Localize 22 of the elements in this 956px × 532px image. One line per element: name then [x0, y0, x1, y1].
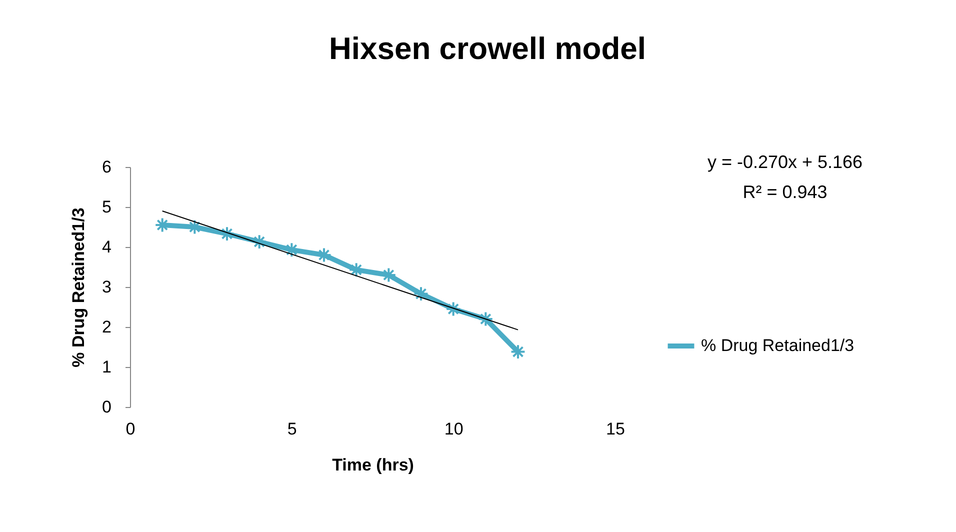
x-tick-label: 10	[444, 420, 464, 438]
y-tick-label: 0	[102, 398, 112, 416]
y-tick-label: 4	[102, 238, 112, 256]
point	[478, 311, 494, 327]
y-tick-label: 5	[102, 198, 112, 216]
x-tick-label: 15	[606, 420, 625, 438]
x-tick-label: 5	[287, 420, 297, 438]
x-tick-label: 0	[126, 420, 136, 438]
point	[252, 234, 268, 250]
point	[413, 286, 429, 302]
legend-label: % Drug Retained1/3	[701, 336, 854, 355]
text: R² = 0.943	[742, 182, 828, 202]
y-tick-label: 6	[102, 158, 112, 176]
point	[446, 301, 462, 317]
y-tick-label: 3	[102, 278, 112, 296]
x-axis-title: Time (hrs)	[332, 456, 414, 474]
y-tick-label: 1	[102, 358, 112, 376]
text: y = -0.270x + 5.166	[707, 152, 863, 172]
point	[510, 344, 526, 360]
chart-title: Hixsen crowell model	[329, 31, 646, 66]
y-axis-title: % Drug Retained1/3	[69, 208, 88, 368]
y-tick-label: 2	[102, 318, 112, 336]
